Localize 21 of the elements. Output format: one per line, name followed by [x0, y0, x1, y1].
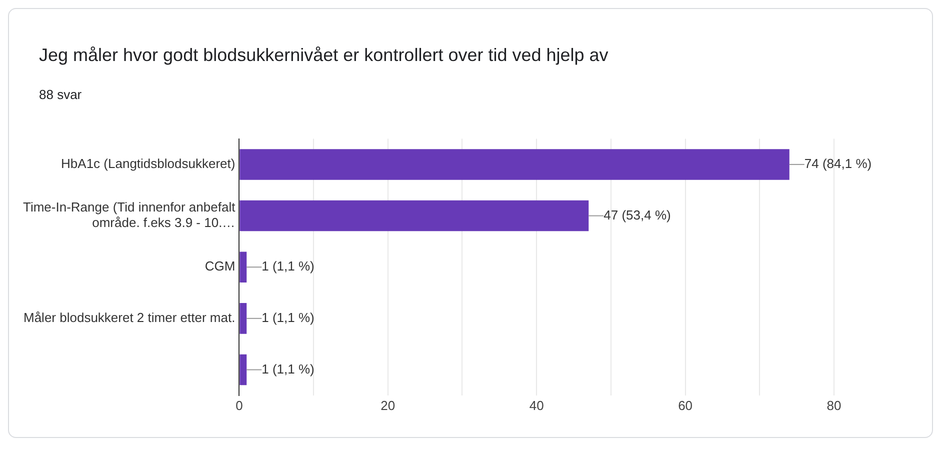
data-label: 1 (1,1 %) [262, 258, 314, 274]
bar [240, 200, 589, 232]
y-tick-label: CGM [204, 258, 236, 274]
data-label: 1 (1,1 %) [262, 310, 314, 325]
y-tick-label: Time-In-Range (Tid innenfor anbefalt område. f.eks 3.9 - 10.… [22, 200, 236, 230]
chart-title: Jeg måler hvor godt blodsukkernivået er kontrollert over tid ved hjelp av [39, 45, 608, 66]
x-tick-label: 40 [529, 398, 544, 413]
bar [240, 252, 247, 282]
data-label: 47 (53,4 %) [604, 207, 671, 222]
bar [240, 303, 247, 334]
bar [240, 149, 790, 180]
x-tick-label: 80 [826, 398, 842, 413]
text: 88 svar [39, 87, 82, 102]
bar [240, 354, 247, 386]
data-label: 74 (84,1 %) [804, 156, 872, 172]
y-tick-label: HbA1c (Langtidsblodsukkeret) [61, 156, 236, 172]
x-tick-label: 60 [678, 398, 693, 413]
x-tick-label: 20 [380, 398, 396, 413]
x-tick-label: 0 [236, 398, 243, 413]
y-tick-label: Måler blodsukkeret 2 timer etter mat. [23, 310, 236, 325]
data-label: 1 (1,1 %) [262, 361, 314, 376]
